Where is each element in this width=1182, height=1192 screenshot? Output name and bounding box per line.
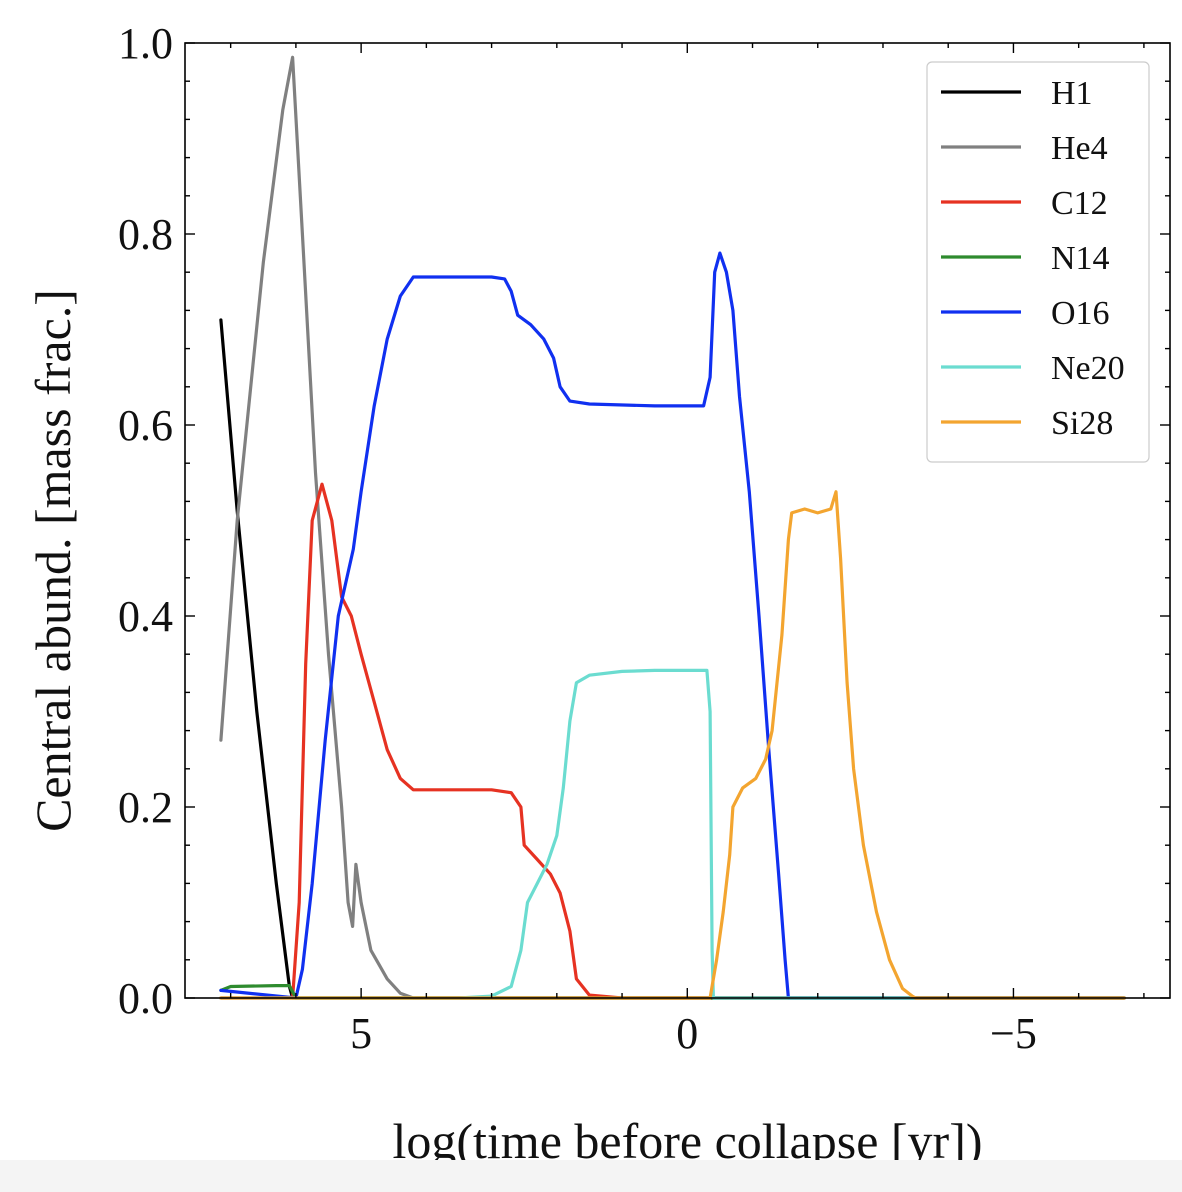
y-tick-label: 1.0 <box>118 19 173 68</box>
x-tick-label: 5 <box>350 1009 372 1058</box>
ticks-layer: 5 0 −5 0.0 0.2 0.4 0.6 0.8 1.0 <box>118 19 1170 1058</box>
legend-box <box>926 61 1150 463</box>
x-tick-label: 0 <box>676 1009 698 1058</box>
y-axis-label: Central abund. [mass frac.] <box>25 289 81 832</box>
legend-label-he4: He4 <box>1051 130 1108 167</box>
y-tick-label: 0.4 <box>118 592 173 641</box>
series-line-ne20 <box>219 668 1126 1000</box>
legend: H1 He4 C12 N14 O16 Ne20 Si28 <box>926 61 1150 463</box>
series-line-he4 <box>219 55 1126 1000</box>
series-line-c12 <box>219 482 1126 1000</box>
bottom-strip <box>0 1160 1182 1192</box>
legend-label-n14: N14 <box>1051 240 1110 277</box>
legend-label-h1: H1 <box>1051 75 1093 112</box>
legend-label-o16: O16 <box>1051 295 1110 332</box>
y-tick-label: 0.0 <box>118 974 173 1023</box>
plot-frame <box>184 42 1171 999</box>
series-line-si28 <box>219 490 1126 1000</box>
legend-label-ne20: Ne20 <box>1051 350 1125 387</box>
legend-label-si28: Si28 <box>1051 405 1113 442</box>
y-tick-label: 0.8 <box>118 210 173 259</box>
series-line-o16 <box>219 251 1126 1000</box>
series-line-n14 <box>219 984 1126 1000</box>
legend-label-c12: C12 <box>1051 185 1108 222</box>
x-tick-label: −5 <box>990 1009 1037 1058</box>
y-tick-label: 0.6 <box>118 401 173 450</box>
x-axis-label: log(time before collapse [yr]) <box>392 1113 982 1169</box>
y-tick-label: 0.2 <box>118 783 173 832</box>
